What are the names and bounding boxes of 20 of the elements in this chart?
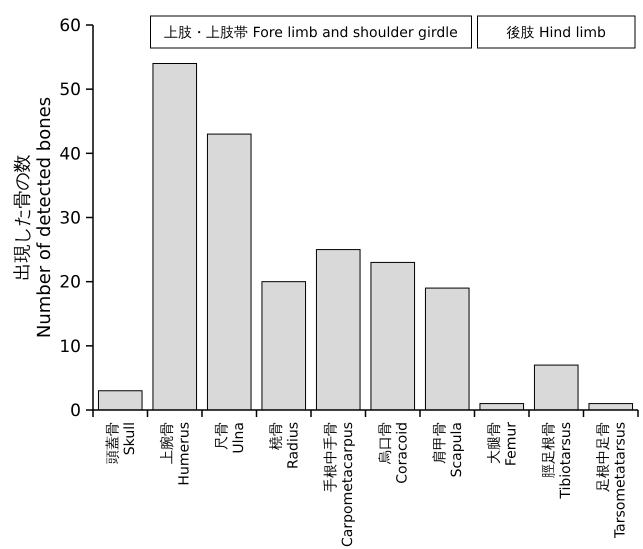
- x-tick-label: 橈骨 Radius: [268, 422, 302, 469]
- x-tick-label: 上腕骨 Humerus: [159, 422, 192, 486]
- y-tick-label: 60: [59, 16, 81, 36]
- y-axis-title: 出現した骨の数 Number of detected bones: [12, 96, 55, 338]
- x-tick-label: 手根中手骨 Carpometacarpus: [322, 422, 356, 547]
- y-tick-label: 10: [59, 336, 81, 357]
- y-tick-label: 0: [70, 401, 81, 421]
- annotation: 上肢・上肢帯 Fore limb and shoulder girdle: [164, 25, 458, 41]
- y-tick-label: 40: [59, 144, 81, 164]
- y-tick-label: 30: [59, 208, 81, 228]
- x-tick-label: 頭蓋骨 Skull: [104, 422, 138, 464]
- annotation: 後肢 Hind limb: [506, 25, 606, 41]
- y-tick-label: 20: [59, 272, 81, 293]
- x-tick-label: 肩甲骨 Scapula: [432, 422, 465, 478]
- x-tick-label: 烏口骨 Coracoid: [377, 422, 410, 484]
- x-tick-label: 足根中足骨 Tarsometatarsus: [595, 422, 628, 540]
- x-tick-label: 脛足根骨 Tibiotarsus: [540, 422, 574, 500]
- y-tick-label: 50: [59, 80, 81, 100]
- x-tick-label: 大腿骨 Femur: [486, 422, 520, 466]
- x-tick-label: 尺骨 Ulna: [214, 422, 247, 454]
